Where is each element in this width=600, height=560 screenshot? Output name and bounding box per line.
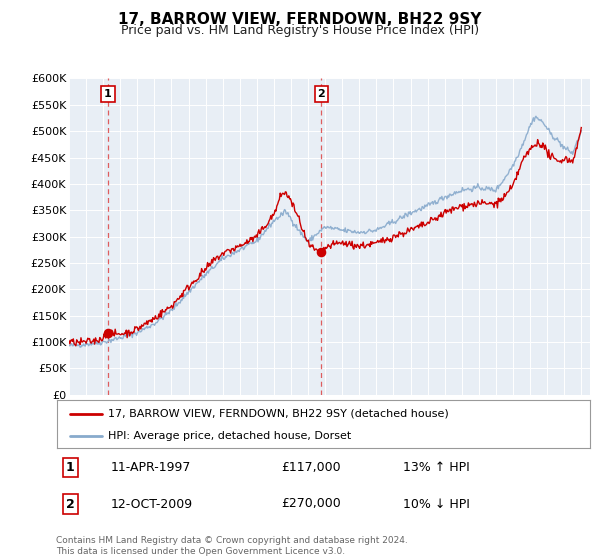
Text: 13% ↑ HPI: 13% ↑ HPI	[403, 461, 470, 474]
Text: 1: 1	[66, 461, 74, 474]
Point	[317, 248, 326, 257]
Text: HPI: Average price, detached house, Dorset: HPI: Average price, detached house, Dors…	[107, 431, 351, 441]
Text: 12-OCT-2009: 12-OCT-2009	[110, 497, 193, 511]
Text: £270,000: £270,000	[281, 497, 341, 511]
Text: Contains HM Land Registry data © Crown copyright and database right 2024.
This d: Contains HM Land Registry data © Crown c…	[56, 536, 407, 556]
Point	[103, 329, 113, 338]
Text: Price paid vs. HM Land Registry's House Price Index (HPI): Price paid vs. HM Land Registry's House …	[121, 24, 479, 37]
Text: 1: 1	[104, 89, 112, 99]
Text: 11-APR-1997: 11-APR-1997	[110, 461, 191, 474]
Text: £117,000: £117,000	[281, 461, 340, 474]
Text: 10% ↓ HPI: 10% ↓ HPI	[403, 497, 470, 511]
Text: 2: 2	[66, 497, 74, 511]
Text: 17, BARROW VIEW, FERNDOWN, BH22 9SY (detached house): 17, BARROW VIEW, FERNDOWN, BH22 9SY (det…	[107, 409, 448, 419]
Text: 17, BARROW VIEW, FERNDOWN, BH22 9SY: 17, BARROW VIEW, FERNDOWN, BH22 9SY	[118, 12, 482, 27]
Text: 2: 2	[317, 89, 325, 99]
